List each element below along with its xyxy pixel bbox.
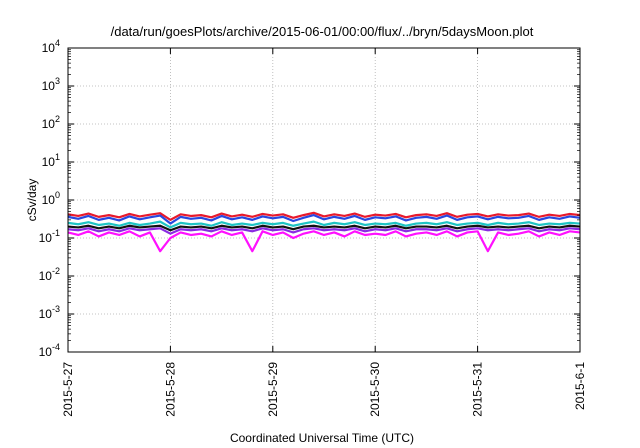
x-tick-label: 2015-6-1: [573, 362, 587, 410]
x-tick-label: 2015-5-28: [163, 362, 177, 417]
x-tick-label: 2015-5-27: [61, 362, 75, 417]
y-tick-label: 101: [42, 152, 60, 169]
x-axis-label: Coordinated Universal Time (UTC): [230, 431, 414, 445]
x-tick-label: 2015-5-30: [368, 362, 382, 417]
y-tick-label: 102: [42, 114, 60, 131]
x-axis: 2015-5-27 2015-5-28 2015-5-29 2015-5-30 2015…: [61, 48, 587, 417]
y-tick-label: 10-2: [39, 266, 60, 283]
y-tick-label: 103: [42, 76, 60, 93]
y-tick-label: 10-3: [39, 304, 60, 321]
y-tick-label: 100: [42, 190, 60, 207]
chart-title: /data/run/goesPlots/archive/2015-06-01/0…: [111, 24, 534, 39]
y-axis: 10-4 10-3 10-2 10-1 100 101 102 103 104: [39, 38, 580, 359]
series-line-2: [67, 214, 581, 225]
grid-lines: [68, 48, 580, 352]
series-line-3: [67, 220, 581, 229]
series-line-1: [67, 211, 581, 221]
y-tick-label: 10-4: [39, 342, 60, 359]
data-series: [67, 211, 581, 253]
series-line-5: [67, 227, 581, 235]
x-tick-label: 2015-5-29: [266, 362, 280, 417]
series-line-6: [67, 230, 581, 253]
y-axis-label: cSv/day: [25, 179, 39, 222]
x-tick-label: 2015-5-31: [471, 362, 485, 417]
y-tick-label: 10-1: [39, 228, 60, 245]
y-tick-label: 104: [42, 38, 60, 55]
series-line-4: [67, 224, 581, 232]
